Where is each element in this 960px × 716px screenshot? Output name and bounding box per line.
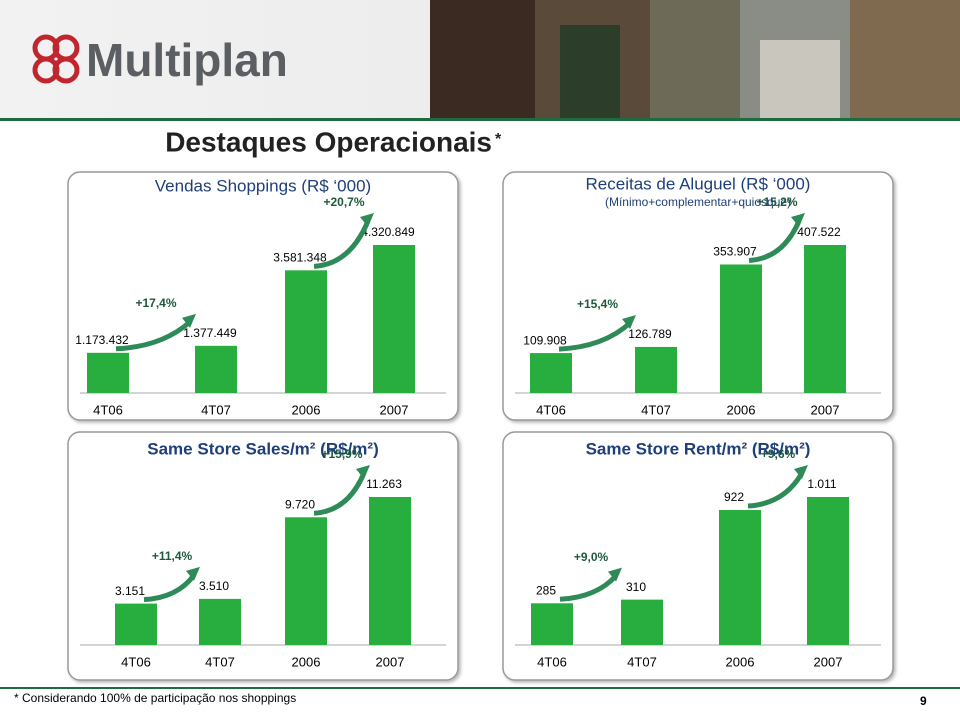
- value-label: 3.151: [115, 584, 145, 598]
- logo-icon: [32, 34, 80, 84]
- growth-arrow: [313, 220, 371, 269]
- value-label: 1.377.449: [183, 326, 237, 340]
- chart-title: Vendas Shoppings (R$ ‘000): [155, 176, 371, 195]
- footnote: * Considerando 100% de participação nos …: [14, 691, 296, 705]
- value-label: 9.720: [285, 497, 315, 511]
- bar: [115, 603, 157, 645]
- growth-label: +15,2%: [756, 195, 797, 209]
- growth-arrowhead: [182, 313, 196, 328]
- value-label: 1.011: [807, 477, 836, 491]
- growth-arrowhead: [608, 567, 622, 582]
- bar: [720, 264, 762, 393]
- growth-arrow: [748, 219, 802, 263]
- x-tick-label: 2006: [292, 654, 321, 669]
- chart-title: Same Store Sales/m² (R$/m²): [147, 439, 378, 458]
- bar: [195, 345, 237, 393]
- value-label: 4.320.849: [361, 225, 415, 239]
- bar: [635, 346, 677, 393]
- x-tick-label: 4T07: [641, 402, 671, 417]
- logo-text: Multiplan: [86, 34, 288, 86]
- page-number: 9: [920, 694, 927, 708]
- growth-arrowhead: [186, 566, 200, 581]
- growth-label: +15,4%: [577, 297, 618, 311]
- bar: [804, 245, 846, 393]
- value-label: 285: [536, 583, 556, 597]
- x-tick-label: 2007: [814, 654, 843, 669]
- growth-arrow: [747, 471, 805, 509]
- growth-arrowhead: [791, 213, 805, 227]
- bar: [285, 517, 327, 645]
- growth-arrowhead: [356, 465, 370, 479]
- growth-arrowhead: [360, 213, 374, 227]
- value-label: 3.510: [199, 579, 229, 593]
- x-tick-label: 2007: [376, 654, 405, 669]
- value-label: 1.173.432: [75, 333, 129, 347]
- growth-arrow: [313, 472, 367, 516]
- growth-label: +15,9%: [321, 447, 362, 461]
- bar: [531, 603, 573, 645]
- value-label: 407.522: [797, 225, 841, 239]
- growth-arrowhead: [622, 314, 636, 329]
- x-tick-label: 4T06: [536, 402, 566, 417]
- bar: [373, 245, 415, 393]
- panel-frame: [67, 431, 459, 681]
- title-mark: *: [495, 131, 502, 148]
- header-rule: [0, 118, 960, 121]
- x-tick-label: 4T06: [537, 654, 567, 669]
- growth-label: +9,0%: [574, 550, 609, 564]
- x-tick-label: 4T06: [93, 402, 123, 417]
- bar: [369, 497, 411, 645]
- growth-label: +17,4%: [135, 296, 176, 310]
- bar: [87, 352, 129, 393]
- x-tick-label: 2007: [380, 402, 409, 417]
- chart-title: Receitas de Aluguel (R$ ‘000): [586, 174, 811, 193]
- bar: [285, 270, 327, 393]
- growth-label: +20,7%: [323, 195, 364, 209]
- growth-arrow: [143, 573, 197, 603]
- slide-title: Destaques Operacionais: [165, 126, 492, 157]
- value-label: 126.789: [628, 327, 672, 341]
- panel-frame: [502, 171, 894, 421]
- chart-title: Same Store Rent/m² (R$/m²): [586, 439, 811, 458]
- value-label: 3.581.348: [273, 251, 327, 265]
- value-label: 310: [626, 580, 646, 594]
- bar: [199, 598, 241, 645]
- panels: Vendas Shoppings (R$ ‘000) 1.173.432 4T06 1…: [67, 171, 894, 681]
- value-label: 922: [724, 490, 744, 504]
- x-tick-label: 4T07: [627, 654, 657, 669]
- x-tick-label: 4T06: [121, 654, 151, 669]
- bar: [530, 353, 572, 393]
- value-label: 11.263: [366, 477, 402, 491]
- x-tick-label: 2006: [727, 402, 756, 417]
- growth-label: +11,4%: [152, 549, 193, 563]
- x-tick-label: 2006: [726, 654, 755, 669]
- growth-arrow: [558, 321, 632, 352]
- x-tick-label: 2006: [292, 402, 321, 417]
- chart-subtitle: (Mínimo+complementar+quiosque): [605, 195, 791, 209]
- value-label: 353.907: [713, 245, 757, 259]
- growth-label: +9,6%: [761, 447, 796, 461]
- x-tick-label: 4T07: [205, 654, 235, 669]
- x-tick-label: 2007: [811, 402, 840, 417]
- x-tick-label: 4T07: [201, 402, 231, 417]
- value-label: 109.908: [523, 333, 567, 347]
- photo-strip: [430, 0, 960, 118]
- bar: [807, 497, 849, 645]
- bar: [719, 510, 761, 645]
- growth-arrow: [115, 319, 192, 352]
- bar: [621, 599, 663, 645]
- panel-frame: [502, 431, 894, 681]
- growth-arrowhead: [794, 465, 808, 479]
- growth-arrow: [559, 573, 618, 602]
